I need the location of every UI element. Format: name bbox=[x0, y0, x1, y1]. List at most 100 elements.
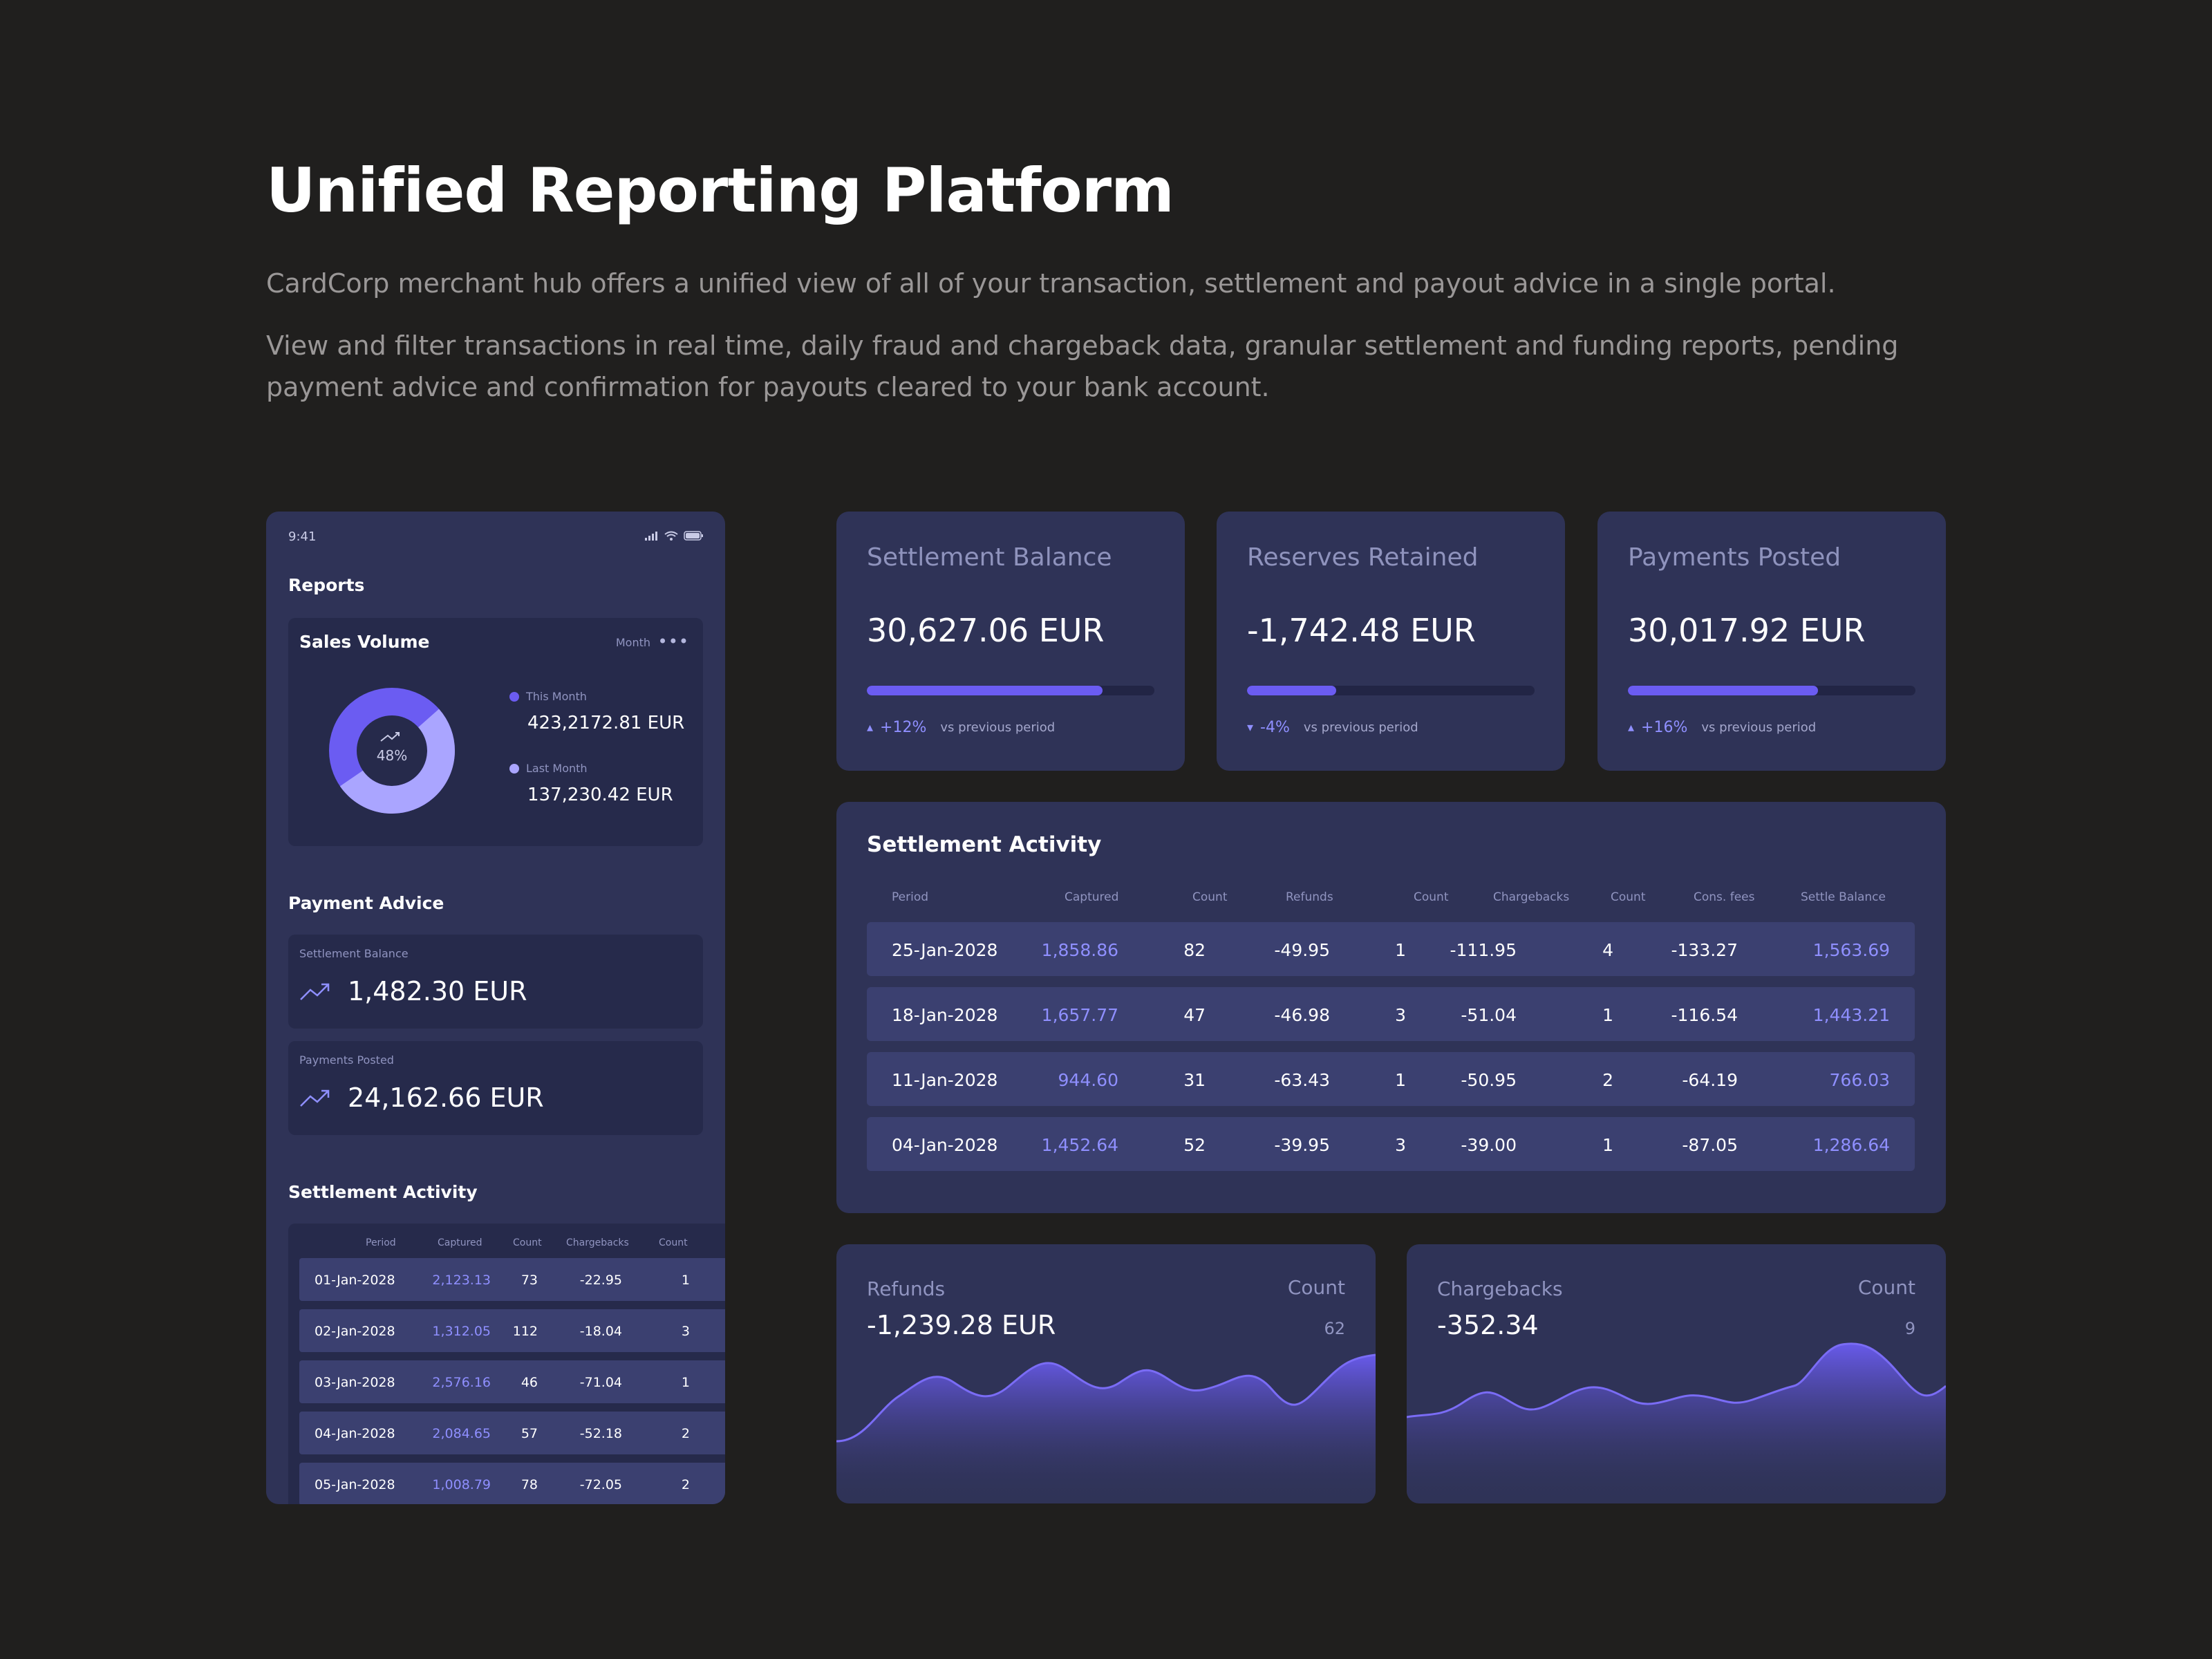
caret-up-icon: ▴ bbox=[1628, 720, 1635, 735]
column-header[interactable]: Cons. fees bbox=[1694, 890, 1755, 904]
sales-volume-title: Sales Volume bbox=[299, 632, 430, 652]
column-header[interactable]: Captured bbox=[1065, 890, 1119, 904]
column-header[interactable]: Settle Balance bbox=[1801, 890, 1886, 904]
column-header[interactable]: Count bbox=[1192, 890, 1228, 904]
stat-title: Settlement Balance bbox=[867, 543, 1112, 572]
table-cell: 73 bbox=[521, 1273, 538, 1288]
sales-volume-card: Sales Volume Month ••• 48% This Month 42… bbox=[288, 618, 703, 846]
battery-icon bbox=[684, 531, 703, 541]
chargebacks-value: -352.34 bbox=[1437, 1310, 1539, 1340]
chargebacks-area-line bbox=[1407, 1342, 1946, 1418]
stat-trend: ▴ +12% vs previous period bbox=[867, 719, 1055, 736]
chargebacks-chart-card[interactable]: Chargebacks Count -352.34 9 bbox=[1407, 1244, 1946, 1503]
column-header[interactable]: Period bbox=[892, 890, 929, 904]
table-cell: 11-Jan-2028 bbox=[892, 1070, 998, 1090]
table-cell: 1 bbox=[1395, 1070, 1406, 1090]
table-cell: 2 bbox=[1602, 1070, 1613, 1090]
refunds-area-line bbox=[836, 1353, 1376, 1443]
table-cell: 57 bbox=[521, 1426, 538, 1441]
legend-dot bbox=[509, 763, 519, 774]
settlement-balance-label: Settlement Balance bbox=[299, 947, 409, 960]
table-row[interactable]: 05-Jan-2028 1,008.79 78 -72.05 2 bbox=[299, 1463, 725, 1504]
table-cell: 2 bbox=[681, 1477, 690, 1492]
table-cell: 25-Jan-2028 bbox=[892, 940, 998, 960]
table-cell: 2,123.13 bbox=[432, 1273, 491, 1288]
table-cell: -46.98 bbox=[1274, 1005, 1330, 1025]
description-line-1: View and filter transactions in real tim… bbox=[266, 330, 1899, 361]
table-cell: 03-Jan-2028 bbox=[315, 1375, 395, 1390]
table-cell: -39.00 bbox=[1461, 1135, 1517, 1155]
table-cell: 2,084.65 bbox=[432, 1426, 491, 1441]
stat-title: Payments Posted bbox=[1628, 543, 1841, 572]
table-cell: -51.04 bbox=[1461, 1005, 1517, 1025]
status-icons bbox=[645, 531, 703, 541]
caret-up-icon: ▴ bbox=[867, 720, 874, 735]
column-header: Chargebacks bbox=[566, 1237, 629, 1248]
column-header[interactable]: Count bbox=[1414, 890, 1449, 904]
table-cell: 3 bbox=[681, 1324, 690, 1339]
table-cell: -52.18 bbox=[579, 1426, 622, 1441]
stat-trend: ▾ -4% vs previous period bbox=[1247, 719, 1418, 736]
stat-trend: ▴ +16% vs previous period bbox=[1628, 719, 1816, 736]
stat-value: -1,742.48 EUR bbox=[1247, 612, 1476, 649]
stat-value: 30,627.06 EUR bbox=[867, 612, 1105, 649]
column-header[interactable]: Count bbox=[1611, 890, 1646, 904]
table-cell: 1,312.05 bbox=[432, 1324, 491, 1339]
table-cell: 04-Jan-2028 bbox=[315, 1426, 395, 1441]
stat-card-reserves-retained[interactable]: Reserves Retained -1,742.48 EUR ▾ -4% vs… bbox=[1217, 512, 1565, 771]
column-header: Count bbox=[659, 1237, 688, 1248]
table-row[interactable]: 11-Jan-2028 944.60 31 -63.43 1 -50.95 2 -64.19 7… bbox=[867, 1052, 1915, 1106]
table-row[interactable]: 04-Jan-2028 1,452.64 52 -39.95 3 -39.00 1 -87.0… bbox=[867, 1117, 1915, 1171]
period-selector[interactable]: Month bbox=[615, 636, 650, 649]
table-row[interactable]: 25-Jan-2028 1,858.86 82 -49.95 1 -111.95 4 -133… bbox=[867, 922, 1915, 976]
stat-change: +16% bbox=[1641, 719, 1688, 736]
stat-card-payments-posted[interactable]: Payments Posted 30,017.92 EUR ▴ +16% vs … bbox=[1597, 512, 1946, 771]
column-header: Captured bbox=[438, 1237, 482, 1248]
legend-value: 423,2172.81 EUR bbox=[527, 713, 685, 733]
table-row[interactable]: 03-Jan-2028 2,576.16 46 -71.04 1 bbox=[299, 1360, 725, 1403]
table-cell: 31 bbox=[1183, 1070, 1206, 1090]
table-row[interactable]: 18-Jan-2028 1,657.77 47 -46.98 3 -51.04 1 -116.… bbox=[867, 987, 1915, 1041]
stat-progress-bar bbox=[1247, 686, 1535, 695]
table-cell: 1 bbox=[1602, 1005, 1613, 1025]
table-cell: 02-Jan-2028 bbox=[315, 1324, 395, 1339]
stat-change: +12% bbox=[880, 719, 927, 736]
chargebacks-count: 9 bbox=[1904, 1319, 1915, 1338]
settlement-activity-panel: Settlement Activity Period Captured Count R… bbox=[836, 802, 1946, 1213]
settlement-balance-value: 1,482.30 EUR bbox=[348, 976, 527, 1006]
signal-icon bbox=[645, 532, 657, 541]
settlement-activity-title: Settlement Activity bbox=[867, 832, 1102, 857]
table-cell: 52 bbox=[1183, 1135, 1206, 1155]
stat-card-settlement-balance[interactable]: Settlement Balance 30,627.06 EUR ▴ +12% … bbox=[836, 512, 1185, 771]
description-line-2: payment advice and confirmation for payo… bbox=[266, 372, 1270, 402]
payments-posted-value: 24,162.66 EUR bbox=[348, 1082, 544, 1113]
table-cell: 112 bbox=[512, 1324, 538, 1339]
column-header[interactable]: Chargebacks bbox=[1493, 890, 1570, 904]
stat-value: 30,017.92 EUR bbox=[1628, 612, 1866, 649]
legend-this-month: This Month 423,2172.81 EUR bbox=[509, 690, 684, 733]
legend-label: This Month bbox=[526, 690, 587, 703]
table-row[interactable]: 04-Jan-2028 2,084.65 57 -52.18 2 bbox=[299, 1412, 725, 1454]
legend-value: 137,230.42 EUR bbox=[527, 785, 673, 805]
payments-posted-card[interactable]: Payments Posted 24,162.66 EUR bbox=[288, 1041, 703, 1135]
table-cell: 04-Jan-2028 bbox=[892, 1135, 998, 1155]
table-cell: -39.95 bbox=[1274, 1135, 1330, 1155]
sales-donut-chart: 48% bbox=[329, 688, 455, 814]
column-header: Count bbox=[513, 1237, 542, 1248]
table-cell: -18.04 bbox=[579, 1324, 622, 1339]
table-cell: 4 bbox=[1602, 940, 1613, 960]
refunds-chart-card[interactable]: Refunds Count -1,239.28 EUR 62 bbox=[836, 1244, 1376, 1503]
column-header[interactable]: Refunds bbox=[1286, 890, 1333, 904]
table-cell: 1,443.21 bbox=[1812, 1005, 1890, 1025]
stat-progress-bar bbox=[1628, 686, 1915, 695]
more-options-icon[interactable]: ••• bbox=[657, 632, 689, 651]
table-row[interactable]: 01-Jan-2028 2,123.13 73 -22.95 1 bbox=[299, 1258, 725, 1301]
stat-comparison: vs previous period bbox=[1701, 720, 1817, 735]
table-row[interactable]: 02-Jan-2028 1,312.05 112 -18.04 3 bbox=[299, 1309, 725, 1352]
settlement-balance-card[interactable]: Settlement Balance 1,482.30 EUR bbox=[288, 935, 703, 1029]
refunds-area-fill bbox=[836, 1355, 1376, 1503]
table-cell: 2 bbox=[681, 1426, 690, 1441]
stat-progress-fill bbox=[867, 686, 1103, 695]
table-cell: 1 bbox=[1395, 940, 1406, 960]
table-cell: -71.04 bbox=[579, 1375, 622, 1390]
